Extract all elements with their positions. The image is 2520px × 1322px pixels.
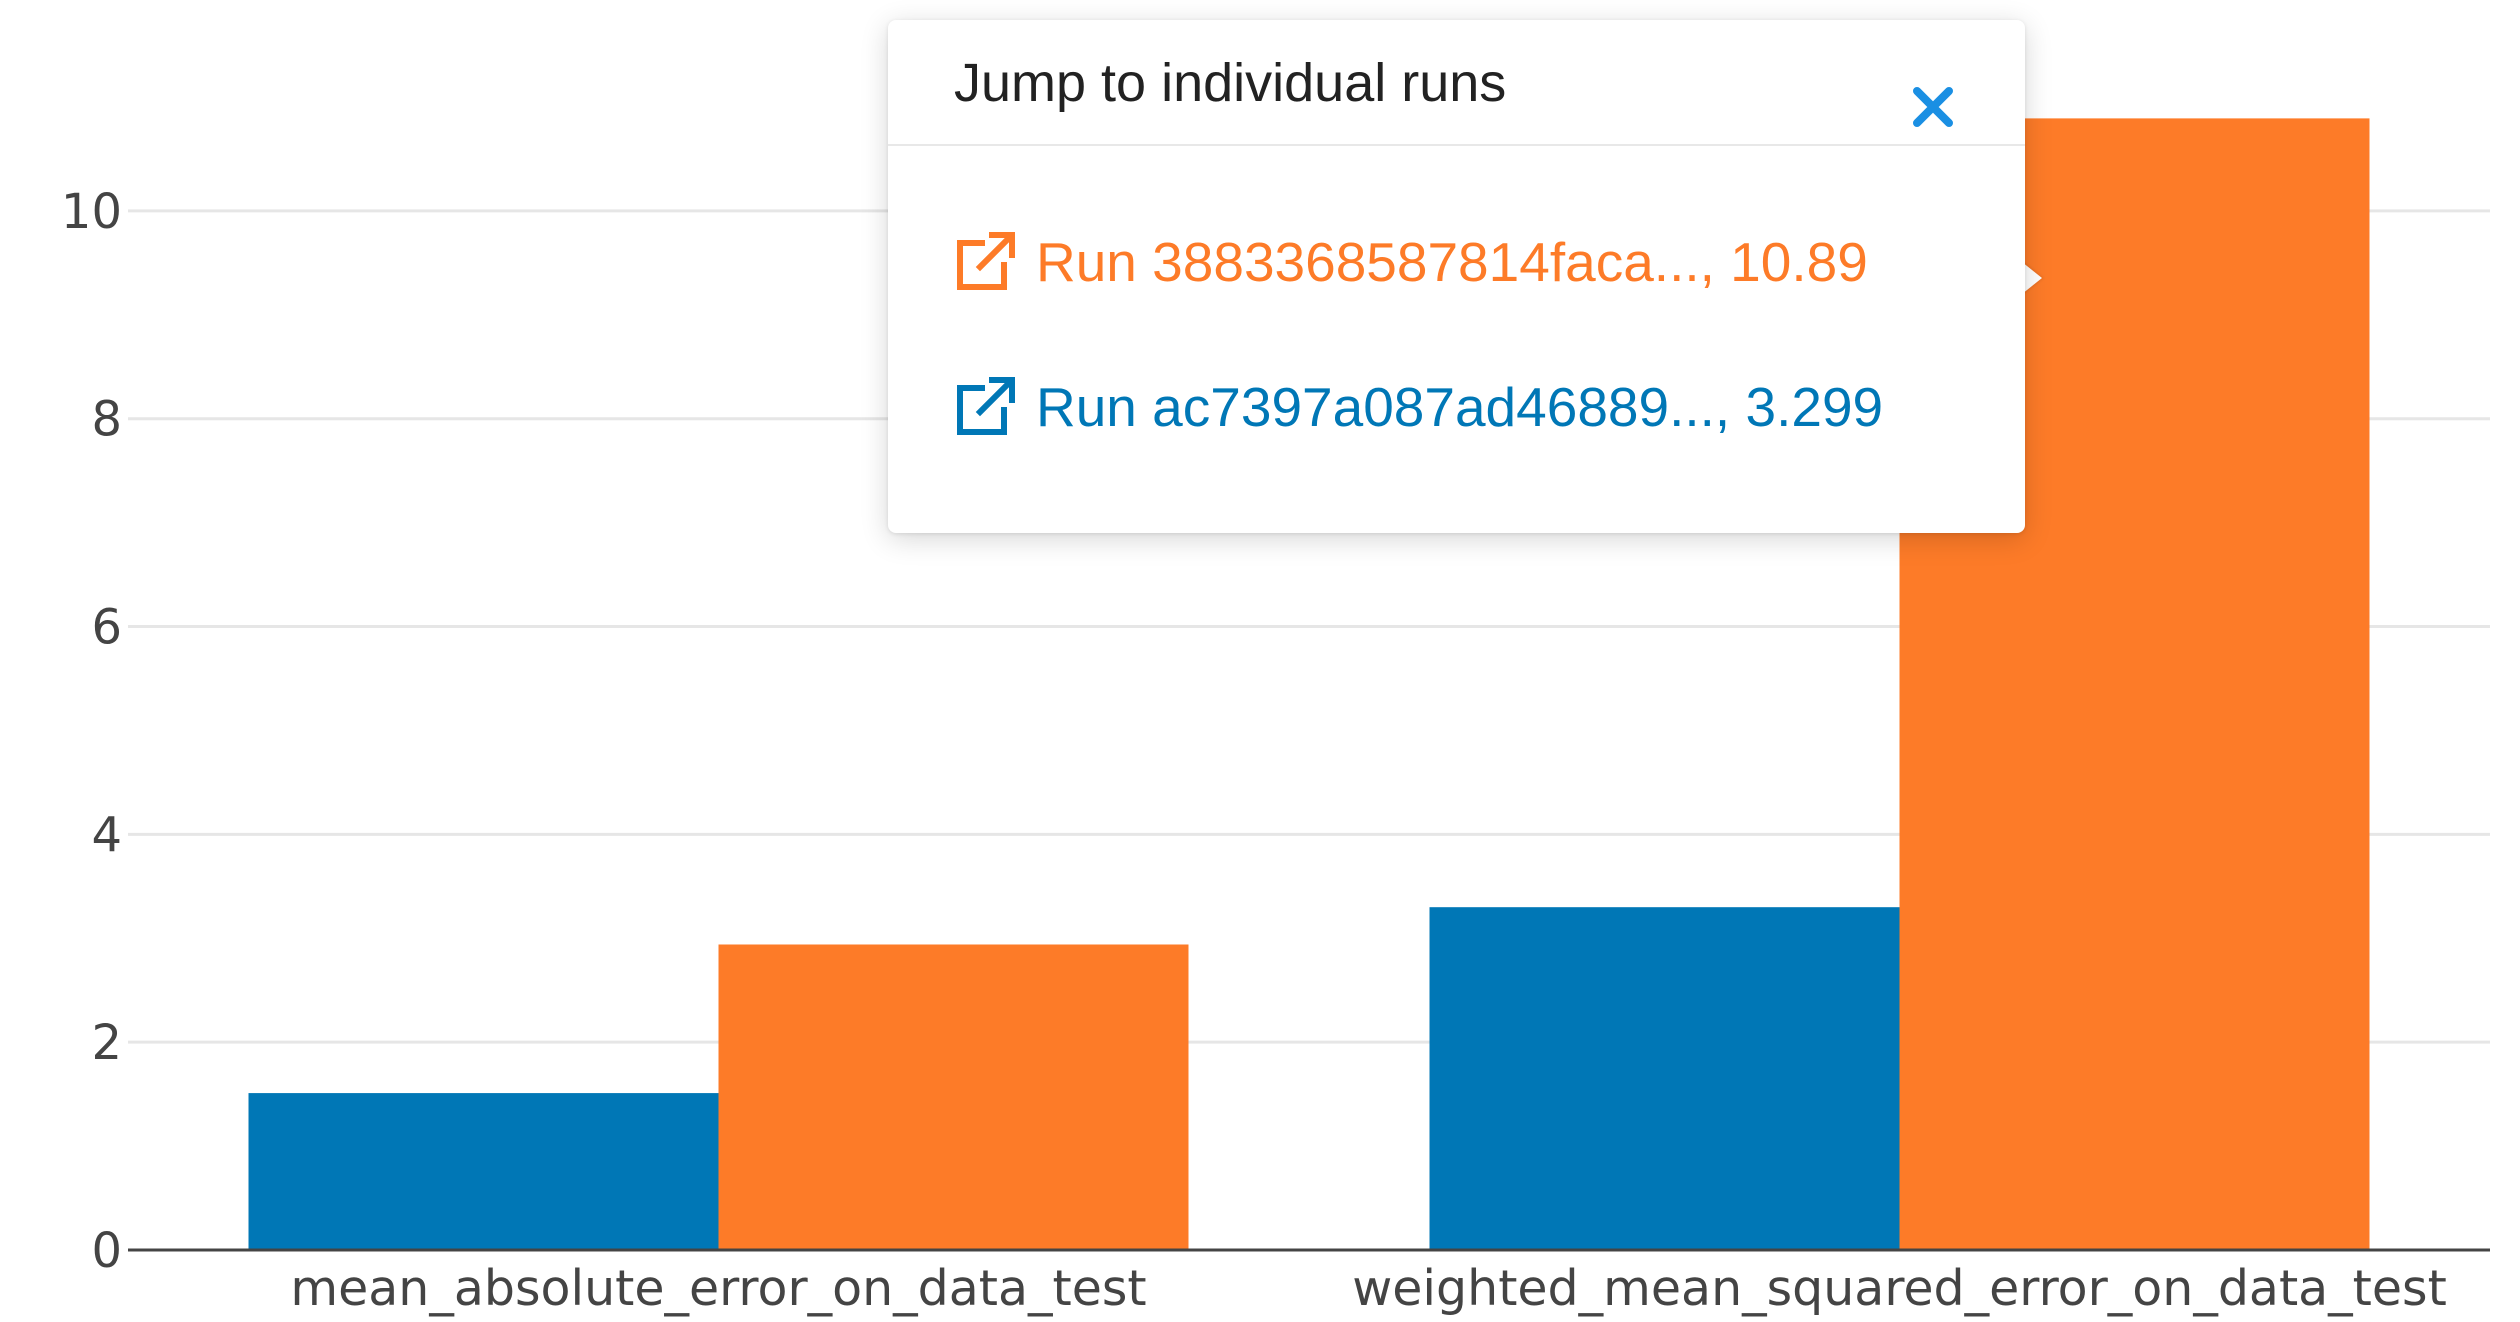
popup-title: Jump to individual runs [954, 53, 1507, 113]
y-tick-label: 4 [91, 807, 122, 863]
y-tick-label: 6 [91, 600, 122, 656]
run-link-label: Run ac7397a087ad46889..., 3.299 [1036, 376, 1884, 438]
jump-to-runs-popup: Jump to individual runs Run 388336858781… [888, 20, 2025, 533]
x-category-label: weighted_mean_squared_error_on_data_test [1352, 1260, 2447, 1317]
popup-pointer [2022, 262, 2042, 294]
close-x-icon[interactable] [1908, 82, 1958, 132]
y-tick-label: 2 [91, 1015, 122, 1071]
external-link-icon [957, 377, 1015, 435]
run-link-label: Run 3883368587814faca..., 10.89 [1036, 231, 1868, 293]
bars [248, 118, 2370, 1250]
y-tick-label: 8 [91, 392, 122, 448]
y-tick-label: 0 [91, 1223, 122, 1279]
y-tick-label: 10 [61, 184, 122, 240]
run-link-1[interactable]: Run 3883368587814faca..., 10.89 [952, 227, 1868, 297]
external-link-icon [957, 232, 1015, 290]
axis-labels: 0 2 4 6 8 10 mean_absolute_error_on_data_test w… [61, 184, 2447, 1317]
bar-1-series-2 [718, 944, 1189, 1250]
popup-header: Jump to individual runs [888, 20, 2025, 146]
x-category-label: mean_absolute_error_on_data_test [290, 1260, 1146, 1317]
bar-2-series-1 [1429, 907, 1900, 1250]
bar-1-series-1 [248, 1093, 719, 1250]
run-link-2[interactable]: Run ac7397a087ad46889..., 3.299 [952, 372, 1883, 442]
